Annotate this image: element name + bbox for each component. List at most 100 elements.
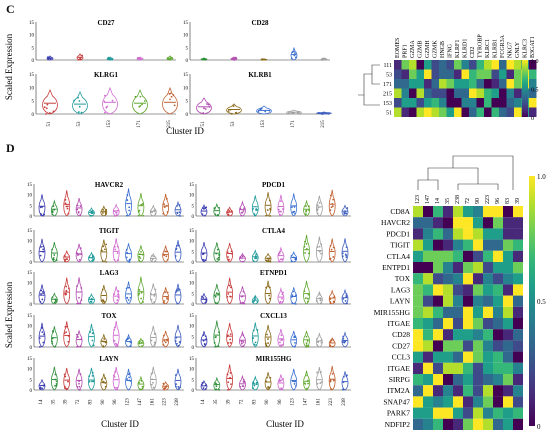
violin-dot: [342, 335, 345, 338]
violin-dot: [164, 291, 167, 294]
violin-outline: [75, 330, 83, 348]
heatmap-cell: [529, 98, 537, 108]
violin-outline: [162, 193, 170, 217]
violin-outline: [290, 287, 298, 305]
violin-dot: [214, 295, 217, 298]
y-tick-label: 15: [27, 183, 33, 188]
y-tick-label: 15: [29, 21, 35, 26]
heatmap-cell: [529, 107, 537, 117]
violin-outline: [125, 243, 132, 263]
heatmap-cell: [433, 217, 443, 229]
y-tick-label: 0: [192, 346, 195, 351]
heatmap-cell: [461, 60, 469, 70]
violin-dot: [64, 258, 67, 261]
violin-dot: [164, 250, 167, 253]
x-tick-label: 90: [101, 399, 106, 405]
violin-dot: [116, 388, 119, 391]
violin-outline: [63, 277, 71, 305]
violin-dot: [63, 332, 66, 335]
heatmap-cell: [424, 88, 432, 98]
violin: [264, 192, 272, 217]
colorbar-tick-label: 0.5: [531, 88, 539, 94]
heatmap-cell: [453, 318, 463, 330]
heatmap-cell: [413, 374, 423, 386]
violin-dot: [128, 261, 131, 263]
violin-dot: [269, 207, 272, 210]
heatmap-cell: [514, 79, 522, 89]
violin: [200, 379, 208, 391]
heatmap-cell: [433, 206, 443, 218]
violin-dot: [42, 214, 44, 217]
heatmap-cell: [493, 385, 503, 397]
violin-dot: [128, 209, 131, 212]
violin-dot: [104, 209, 107, 212]
violin-dot: [202, 334, 205, 336]
violin-dot: [329, 209, 332, 212]
violin-dot: [307, 293, 310, 296]
heatmap-cell: [513, 340, 523, 352]
violin-dot: [294, 258, 297, 261]
violin-outline: [137, 375, 145, 391]
y-tick-label: 5: [30, 378, 33, 383]
violin-outline: [239, 286, 246, 305]
y-tick-label: 10: [183, 86, 189, 91]
violin-dot: [240, 214, 243, 217]
heatmap-cell: [476, 69, 484, 79]
violin: [239, 374, 246, 391]
violin-dot: [79, 373, 82, 376]
violin-outline: [315, 367, 323, 391]
heatmap-cell: [514, 98, 522, 108]
violin-dot: [254, 297, 256, 299]
violin-dot: [114, 215, 116, 217]
heatmap-col-label: 39: [515, 198, 521, 204]
violin-dot: [227, 342, 230, 344]
heatmap-cell: [423, 284, 433, 296]
violin-dot: [140, 379, 143, 382]
violin-dot: [342, 337, 345, 340]
heatmap-cell: [513, 329, 523, 341]
violin-outline: [132, 88, 148, 115]
violin-dot: [307, 300, 309, 303]
violin-dot: [230, 112, 233, 115]
heatmap-cell: [413, 362, 423, 374]
heatmap-cell: [453, 362, 463, 374]
violin-dot: [125, 248, 128, 251]
heatmap-cell: [503, 318, 513, 330]
violin-dot: [316, 212, 319, 215]
violin-dot: [79, 58, 82, 61]
violin-dot: [79, 247, 82, 250]
violin: [226, 206, 234, 217]
heatmap-col-label: TYROBP: [478, 34, 484, 58]
heatmap-cell: [413, 206, 423, 218]
heatmap-cell: [401, 79, 409, 89]
y-tick-label: 10: [183, 34, 189, 39]
violin: [88, 251, 95, 263]
violin-dot: [63, 385, 66, 388]
heatmap-cell: [433, 418, 443, 430]
violin-dot: [163, 339, 166, 342]
heatmap-cell: [483, 250, 493, 262]
violin-dot: [253, 384, 256, 387]
violin-dot: [177, 244, 180, 247]
y-tick-label: 0: [192, 303, 195, 308]
violin-dot: [280, 339, 283, 341]
violin: [149, 325, 157, 348]
heatmap-cell: [499, 88, 507, 98]
heatmap-cell: [503, 250, 513, 262]
heatmap-cell: [416, 69, 424, 79]
violin-outline: [239, 200, 246, 217]
violin: [251, 249, 259, 263]
heatmap-cell: [503, 228, 513, 240]
y-tick-label: 10: [189, 282, 195, 287]
violin-dot: [79, 214, 82, 216]
violin-dot: [104, 377, 107, 379]
violin-outline: [264, 192, 272, 217]
violin-dot: [77, 58, 80, 61]
heatmap-cell: [503, 206, 513, 218]
violin-dot: [151, 260, 153, 262]
heatmap-cell: [463, 239, 473, 251]
violin-dot: [277, 260, 280, 263]
violin-dot: [92, 380, 95, 383]
violin-dot: [150, 372, 153, 375]
violin-dot: [255, 344, 258, 347]
